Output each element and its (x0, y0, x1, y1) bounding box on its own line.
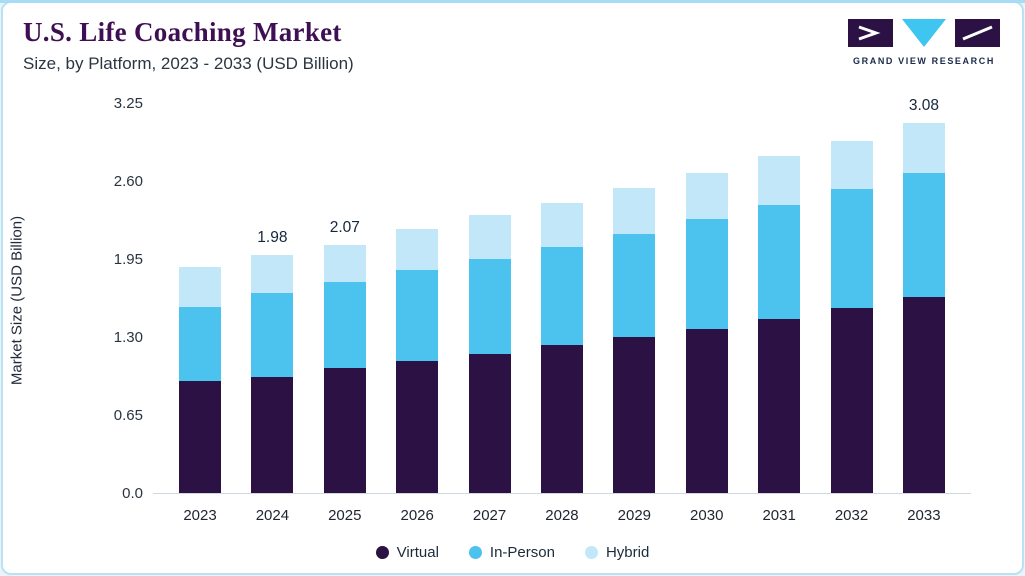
bar-segment-virtual-2024 (251, 376, 294, 493)
bar-segment-hybrid-2023 (179, 267, 221, 308)
x-tick-label: 2027 (472, 507, 507, 524)
bar-stack (902, 123, 945, 493)
bar-segment-inperson-2028 (540, 247, 583, 346)
bar-group-2024: 1.98 2024 (251, 104, 294, 524)
bar-group-2031: 2031 (758, 104, 801, 524)
bar-segment-virtual-2030 (685, 328, 728, 493)
bar-stack (685, 172, 728, 493)
legend-label: Virtual (396, 544, 439, 561)
x-tick-label: 2026 (400, 507, 434, 524)
bar-group-2029: 2029 (613, 104, 656, 524)
bar-segment-inperson-2033 (902, 172, 945, 298)
bar-segment-hybrid-2031 (758, 155, 801, 205)
bar-segment-inperson-2032 (830, 189, 873, 309)
bar-value-label: 3.08 (908, 97, 939, 115)
y-axis-title: Market Size (USD Billion) (8, 215, 26, 386)
bar-segment-virtual-2027 (468, 353, 511, 493)
bar-segment-inperson-2023 (179, 307, 221, 382)
gvr-logo-mark (848, 19, 1000, 47)
bar-stack (251, 255, 294, 493)
x-tick-label: 2023 (183, 507, 217, 524)
bar-segment-virtual-2031 (758, 319, 801, 493)
top-accent-line (0, 0, 1025, 3)
y-tick-label: 1.30 (113, 329, 143, 346)
x-tick-label: 2028 (545, 507, 579, 524)
bar-group-2023: 2023 (179, 104, 221, 524)
bar-segment-hybrid-2026 (396, 229, 439, 270)
bar-stack (179, 267, 221, 493)
bar-group-2030: 2030 (685, 104, 728, 524)
bar-group-2026: 2026 (396, 104, 439, 524)
plot-area: 2023 1.98 2024 2.07 2025 2026 2027 2028 2029 2030… (153, 97, 971, 524)
x-tick-label: 2024 (255, 507, 290, 524)
legend-item-inperson: In-Person (468, 544, 555, 561)
chart-header: U.S. Life Coaching Market Size, by Platf… (23, 17, 354, 74)
bar-segment-hybrid-2030 (685, 172, 728, 220)
bar-segment-hybrid-2032 (830, 141, 873, 190)
x-tick-label: 2030 (690, 507, 724, 524)
bar-segment-inperson-2029 (613, 233, 656, 337)
bar-stack (758, 155, 801, 493)
legend-label: In-Person (489, 544, 555, 561)
bar-stack (323, 244, 366, 493)
bar-group-2025: 2.07 2025 (323, 104, 366, 524)
y-tick-label: 2.60 (113, 173, 143, 190)
y-axis: 0.0 0.65 1.30 1.95 2.60 3.25 (91, 95, 143, 502)
bar-segment-hybrid-2033 (902, 123, 945, 173)
legend-label: Hybrid (605, 544, 650, 561)
bar-segment-hybrid-2029 (613, 188, 656, 234)
x-tick-label: 2031 (762, 507, 796, 524)
bar-group-2033: 3.08 2033 (902, 97, 945, 524)
x-tick-label: 2029 (617, 507, 652, 524)
y-tick-label: 0.0 (122, 485, 143, 502)
bar-segment-virtual-2029 (613, 337, 656, 493)
y-tick-label: 3.25 (113, 95, 143, 112)
x-tick-label: 2032 (834, 507, 869, 524)
bar-segment-inperson-2027 (468, 259, 511, 354)
bar-segment-hybrid-2027 (468, 214, 511, 260)
bar-value-label: 1.98 (257, 229, 288, 247)
bar-segment-inperson-2031 (758, 205, 801, 319)
bar-group-2027: 2027 (468, 104, 511, 524)
bar-stack (540, 202, 583, 493)
bar-segment-virtual-2026 (396, 361, 439, 493)
gvr-logo-text: GRAND VIEW RESEARCH (853, 56, 995, 66)
bar-stack (468, 214, 511, 493)
page-title: U.S. Life Coaching Market (23, 17, 342, 47)
bar-stack (830, 141, 873, 493)
bar-segment-hybrid-2025 (323, 244, 366, 282)
legend-item-hybrid: Hybrid (584, 544, 650, 561)
bar-segment-inperson-2026 (396, 269, 439, 361)
chart-legend: Virtual In-Person Hybrid (3, 544, 1022, 561)
y-tick-label: 1.95 (113, 251, 143, 268)
bar-segment-virtual-2032 (830, 308, 873, 493)
y-tick-label: 0.65 (113, 407, 143, 424)
bar-segment-virtual-2023 (179, 381, 221, 493)
bar-stack (613, 188, 656, 493)
legend-swatch (468, 546, 482, 559)
legend-swatch (375, 546, 389, 559)
bar-value-label: 2.07 (329, 218, 360, 236)
bar-segment-inperson-2024 (251, 292, 294, 377)
x-tick-label: 2033 (907, 507, 941, 524)
gvr-logo: GRAND VIEW RESEARCH (848, 19, 1000, 66)
chart-subtitle: Size, by Platform, 2023 - 2033 (USD Bill… (23, 54, 354, 73)
bar-segment-virtual-2033 (902, 297, 945, 493)
bar-group-2032: 2032 (830, 104, 873, 524)
bar-segment-inperson-2025 (323, 281, 366, 369)
bar-segment-virtual-2025 (323, 368, 366, 493)
legend-item-virtual: Virtual (375, 544, 439, 561)
bar-group-2028: 2028 (540, 104, 583, 524)
bar-segment-hybrid-2028 (540, 202, 583, 248)
bar-segment-hybrid-2024 (251, 255, 294, 293)
bar-stack (396, 229, 439, 493)
bar-segment-virtual-2028 (540, 345, 583, 493)
x-tick-label: 2025 (328, 507, 362, 524)
bar-segment-inperson-2030 (685, 219, 728, 329)
legend-swatch (584, 546, 598, 559)
